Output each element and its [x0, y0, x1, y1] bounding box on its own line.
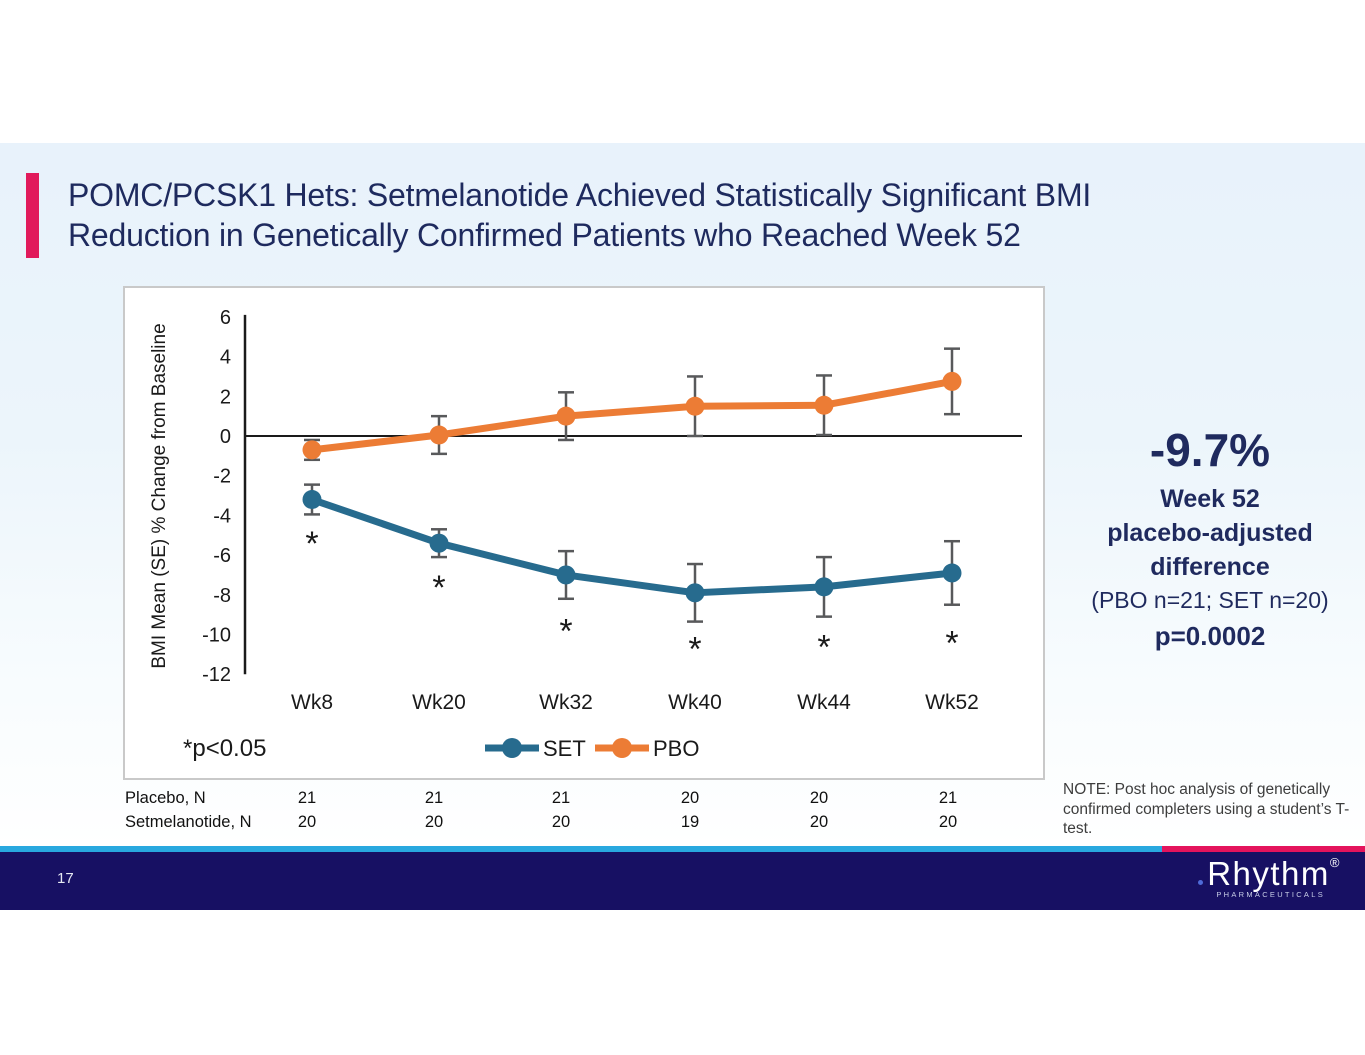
y-tick-label: -4: [213, 505, 231, 527]
legend-dot-set: [502, 738, 522, 758]
significance-asterisk: *: [432, 569, 445, 607]
stats-line-placebo-adjusted: placebo-adjusted: [1107, 519, 1313, 547]
sample-size-line: (PBO n=21; SET n=20): [1091, 587, 1329, 613]
chart-panel: 6 4 2 0 -2 -4 -6 -8 -10 -12 BMI Mean (SE) % Change…: [123, 286, 1045, 780]
data-point-pbo-wk20: [429, 425, 449, 445]
bmi-change-line-chart: 6 4 2 0 -2 -4 -6 -8 -10 -12 BMI Mean (SE) % Change…: [149, 307, 1022, 762]
x-tick-label: Wk8: [291, 691, 333, 714]
rhythm-logo: Rhythm® PHARMACEUTICALS: [1198, 855, 1341, 899]
slide-title-line-1: POMC/PCSK1 Hets: Setmelanotide Achieved …: [68, 177, 1092, 213]
divider-strip-magenta: [1162, 846, 1365, 852]
slide-title-line-2: Reduction in Genetically Confirmed Patie…: [68, 217, 1021, 253]
data-point-set-wk40: [685, 583, 705, 603]
y-axis-title: BMI Mean (SE) % Change from Baseline: [149, 323, 170, 668]
footnote: NOTE: Post hoc analysis of genetically c…: [1063, 781, 1350, 837]
data-point-pbo-wk52: [942, 371, 962, 391]
y-tick-label: -12: [202, 664, 231, 686]
data-point-pbo-wk40: [685, 396, 705, 416]
logo-dot-icon: [1198, 880, 1204, 885]
x-tick-label: Wk32: [539, 691, 593, 714]
x-tick-label: Wk20: [412, 691, 466, 714]
y-tick-label: 4: [220, 347, 231, 369]
y-tick-label: -10: [202, 625, 231, 647]
divider-strip-cyan: [0, 846, 1162, 852]
y-tick-label: 2: [220, 386, 231, 408]
data-point-pbo-wk32: [556, 406, 576, 426]
data-point-set-wk20: [429, 533, 449, 553]
y-tick-label: 0: [220, 426, 231, 448]
significance-asterisk: *: [305, 525, 318, 563]
significance-asterisk: *: [688, 630, 701, 668]
y-tick-label: -8: [213, 585, 231, 607]
x-tick-label: Wk44: [797, 691, 851, 714]
page-number: 17: [57, 870, 74, 887]
p-value: p=0.0002: [1154, 621, 1266, 651]
stats-line-difference: difference: [1150, 553, 1270, 581]
data-point-set-wk52: [942, 563, 962, 583]
stats-line-week: Week 52: [1160, 485, 1260, 513]
x-tick-label: Wk40: [668, 691, 722, 714]
footer-bar: 17 Rhythm® PHARMACEUTICALS: [0, 852, 1365, 910]
y-tick-label: -2: [213, 466, 231, 488]
series-line-pbo: [308, 377, 956, 454]
title-accent-bar: [26, 173, 39, 258]
significance-asterisk: *: [559, 613, 572, 651]
significance-asterisk: *: [817, 628, 830, 666]
series-line-set: [308, 496, 956, 597]
data-point-pbo-wk44: [814, 395, 834, 415]
x-tick-label: Wk52: [925, 691, 979, 714]
logo-text: Rhythm: [1207, 855, 1330, 892]
headline-percentage: -9.7%: [1149, 424, 1271, 476]
data-point-pbo-wk8: [302, 440, 322, 460]
legend-label-set: SET: [543, 736, 586, 761]
slide-title: POMC/PCSK1 Hets: Setmelanotide Achieved …: [68, 175, 1348, 255]
registered-mark-icon: ®: [1329, 855, 1341, 870]
legend-label-pbo: PBO: [653, 736, 699, 761]
legend-dot-pbo: [612, 738, 632, 758]
logo-wordmark: Rhythm®: [1198, 855, 1341, 893]
logo-subtext: PHARMACEUTICALS: [1216, 890, 1325, 899]
significance-asterisk: *: [945, 624, 958, 662]
data-point-set-wk32: [556, 565, 576, 585]
data-point-set-wk44: [814, 577, 834, 597]
y-tick-label: -6: [213, 545, 231, 567]
data-point-set-wk8: [302, 490, 322, 510]
stats-block: -9.7% Week 52 placebo-adjusted differenc…: [1055, 424, 1365, 654]
y-tick-label: 6: [220, 307, 231, 329]
significance-note: *p<0.05: [183, 735, 266, 762]
